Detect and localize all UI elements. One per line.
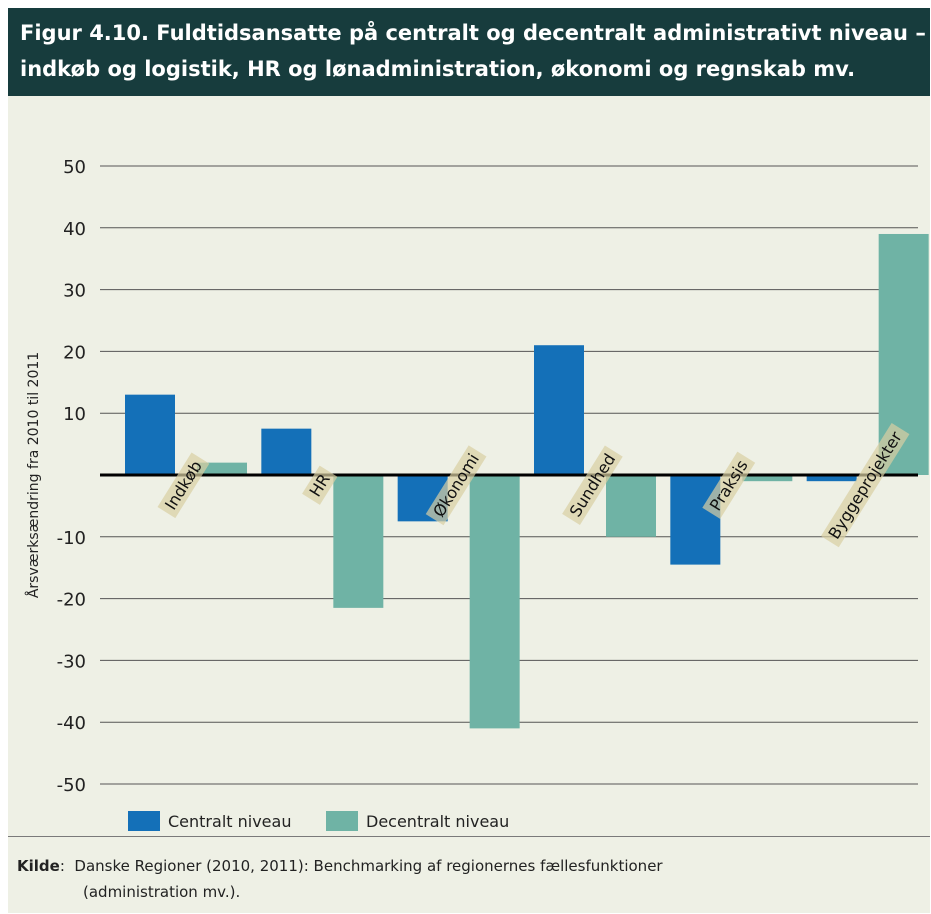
category-label: Byggeprojekter <box>820 422 910 548</box>
y-tick-label: -50 <box>57 775 86 796</box>
legend-swatch-decentralt <box>326 811 358 831</box>
y-tick-label: 10 <box>63 404 86 425</box>
bar-decentralt <box>197 462 247 475</box>
legend-label-centralt: Centralt niveau <box>168 812 291 831</box>
category-label-background <box>302 465 338 505</box>
category-label-text: Byggeprojekter <box>824 428 906 543</box>
source-note: Kilde: Danske Regioner (2010, 2011): Ben… <box>8 836 930 914</box>
bar-centralt <box>261 428 312 475</box>
bar-centralt <box>125 394 175 475</box>
category-label-background <box>820 422 910 548</box>
bar-decentralt <box>606 475 656 537</box>
y-tick-label: 30 <box>63 281 86 302</box>
y-tick-label: 50 <box>63 157 86 178</box>
category-label-background <box>702 451 756 519</box>
bar-centralt <box>534 345 584 475</box>
legend-label-decentralt: Decentralt niveau <box>366 812 509 831</box>
y-tick-label: 20 <box>63 342 86 363</box>
legend-swatch-centralt <box>128 811 160 831</box>
y-tick-label: 40 <box>63 219 86 240</box>
bar-chart: 50 40 30 20 10 -10 -20 -30 -40 -50 Årsværksændring… <box>25 157 929 831</box>
figure-title-line-1: Figur 4.10. Fuldtidsansatte på centralt … <box>20 21 926 45</box>
bar-centralt <box>806 475 857 482</box>
category-label-background <box>157 452 210 519</box>
y-tick-label: -10 <box>57 528 86 549</box>
source-colon: : <box>59 857 75 875</box>
category-label-background <box>562 445 623 526</box>
bar-decentralt <box>333 475 384 608</box>
source-text-line-2: (administration mv.). <box>83 883 241 901</box>
bar-decentralt <box>742 475 793 482</box>
source-label: Kilde <box>17 857 60 875</box>
source-text-line-1: Danske Regioner (2010, 2011): Benchmarki… <box>74 857 663 875</box>
y-tick-label: -20 <box>57 590 86 611</box>
y-axis-label: Årsværksændring fra 2010 til 2011 <box>25 352 42 598</box>
y-tick-label: -40 <box>57 713 86 734</box>
figure-title-line-2: indkøb og logistik, HR og lønadministrat… <box>20 57 856 81</box>
category-label-background <box>425 445 487 526</box>
bar-centralt <box>670 475 721 565</box>
figure-header: Figur 4.10. Fuldtidsansatte på centralt … <box>8 8 930 96</box>
y-tick-label: -30 <box>57 651 86 672</box>
figure-panel: Figur 4.10. Fuldtidsansatte på centralt … <box>8 8 930 913</box>
bar-decentralt <box>469 475 520 729</box>
